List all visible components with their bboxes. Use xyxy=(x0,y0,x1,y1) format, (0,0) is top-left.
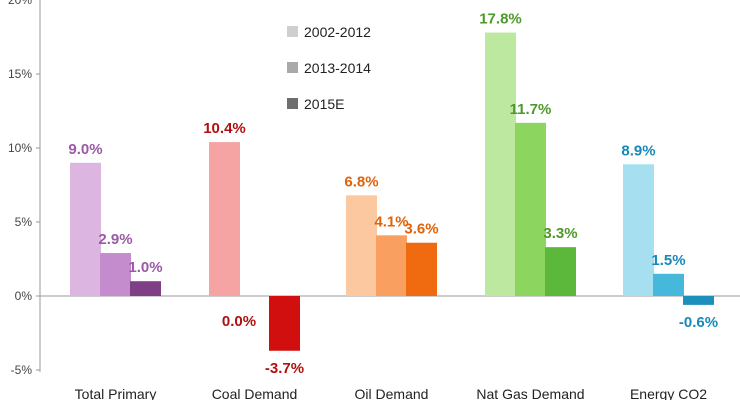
bars-layer xyxy=(70,32,714,351)
category-labels: Total Primary Coal Demand Oil Demand Nat Ga… xyxy=(75,386,708,400)
data-label: 10.4% xyxy=(203,120,246,137)
data-label: 1.0% xyxy=(128,259,162,276)
y-tick-label: -5% xyxy=(11,363,33,377)
y-tick-label: 20% xyxy=(8,0,32,7)
data-label: -0.6% xyxy=(679,314,718,331)
category-label: Energy CO2 xyxy=(630,386,707,400)
data-label: 2.9% xyxy=(98,231,132,248)
bar xyxy=(130,281,161,296)
legend-swatch xyxy=(287,26,298,37)
data-label: 6.8% xyxy=(344,173,378,190)
legend: 2002-2012 2013-2014 2015E xyxy=(287,24,371,112)
legend-label: 2015E xyxy=(304,96,344,112)
bar xyxy=(100,253,131,296)
category-label: Total Primary xyxy=(75,386,157,400)
data-label: 4.1% xyxy=(374,213,408,230)
data-label: 3.6% xyxy=(404,221,438,238)
bar xyxy=(406,242,437,296)
bar xyxy=(209,142,240,296)
legend-swatch xyxy=(287,62,298,73)
data-label: 17.8% xyxy=(479,11,522,28)
legend-label: 2013-2014 xyxy=(304,60,371,76)
bar xyxy=(623,164,654,296)
bar xyxy=(515,122,546,296)
bar xyxy=(70,162,101,296)
bar xyxy=(545,247,576,296)
y-tick-label: 0% xyxy=(15,289,33,303)
data-label: 8.9% xyxy=(621,142,655,159)
category-label: Nat Gas Demand xyxy=(476,386,584,400)
bar xyxy=(346,195,377,296)
data-label: 3.3% xyxy=(543,225,577,242)
y-tick-label: 15% xyxy=(8,67,32,81)
data-label: 9.0% xyxy=(68,141,102,158)
legend-label: 2002-2012 xyxy=(304,24,371,40)
category-label: Oil Demand xyxy=(355,386,429,400)
data-labels-layer: 9.0% 2.9% 1.0% 10.4% 0.0% -3.7% 6.8% 4.1%3.6% 17… xyxy=(68,11,718,377)
category-label: Coal Demand xyxy=(212,386,298,400)
data-label: 11.7% xyxy=(510,101,552,118)
bar xyxy=(376,235,407,296)
bar xyxy=(683,296,714,305)
data-label: 1.5% xyxy=(651,252,685,269)
y-tick-label: 10% xyxy=(8,141,32,155)
data-label: 0.0% xyxy=(222,313,256,330)
legend-swatch xyxy=(287,98,298,109)
bar xyxy=(485,32,516,297)
y-tick-label: 5% xyxy=(15,215,33,229)
data-label: -3.7% xyxy=(265,360,304,377)
bar xyxy=(269,296,300,351)
bar xyxy=(653,273,684,296)
